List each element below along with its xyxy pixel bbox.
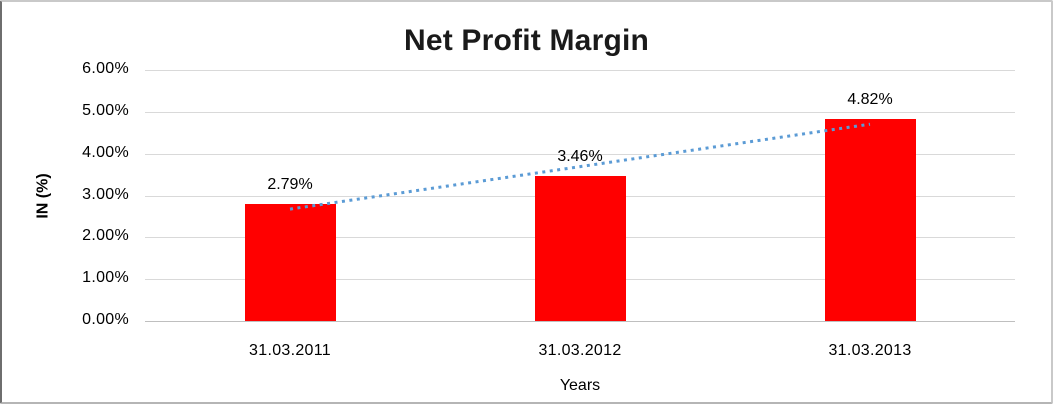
bar-data-label: 3.46% (557, 148, 603, 166)
gridline (145, 70, 1015, 71)
bar-data-label: 2.79% (267, 176, 313, 194)
trendline (289, 122, 871, 211)
y-tick-label: 0.00% (82, 311, 129, 328)
gridline (145, 111, 1015, 113)
y-tick-label: 6.00% (82, 60, 129, 77)
bar (244, 204, 336, 321)
bar-data-label: 4.82% (847, 91, 893, 109)
y-tick-label: 1.00% (82, 269, 129, 287)
x-tick-label: 31.03.2013 (828, 342, 912, 359)
x-axis-title: Years (559, 377, 601, 394)
chart-title: Net Profit Margin (403, 24, 650, 57)
y-tick-label: 3.00% (82, 185, 129, 203)
x-axis-line (145, 321, 1015, 322)
y-tick-label: 2.00% (82, 227, 129, 245)
x-tick-label: 31.03.2011 (249, 342, 331, 359)
y-tick-label: 4.00% (82, 143, 129, 161)
bar (534, 176, 626, 321)
x-tick-label: 31.03.2012 (538, 342, 622, 359)
gridline (145, 153, 1015, 155)
bar (824, 119, 916, 321)
plot-area (145, 70, 1015, 322)
y-tick-label: 5.00% (82, 101, 129, 119)
